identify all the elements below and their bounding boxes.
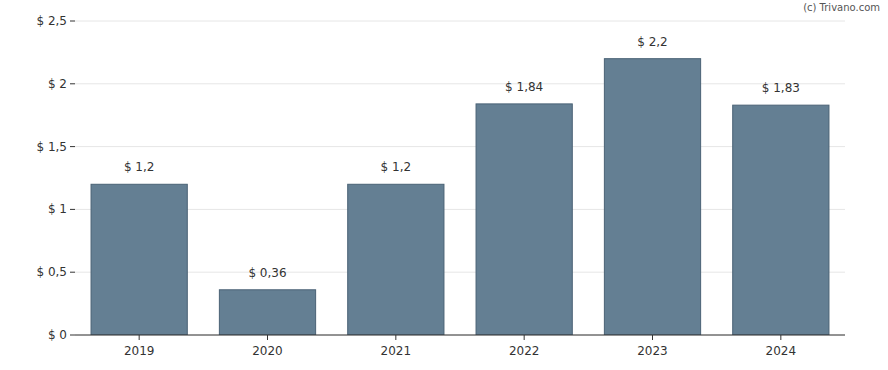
y-tick [70,272,75,273]
x-tick [524,335,525,340]
x-tick [780,335,781,340]
bar [219,290,315,335]
y-tick-label: $ 0,5 [36,265,67,279]
x-tick-label: 2021 [381,344,412,358]
y-tick-label: $ 1,5 [36,140,67,154]
y-axis [75,21,76,335]
grid-line [75,272,845,273]
y-tick-label: $ 0 [48,328,67,342]
x-tick-label: 2020 [252,344,283,358]
x-tick-label: 2022 [509,344,540,358]
grid-line [75,335,845,336]
bars [91,59,829,335]
y-tick-label: $ 2,5 [36,14,67,28]
data-label: $ 1,83 [762,81,800,95]
data-label: $ 1,2 [124,160,155,174]
x-tick [395,335,396,340]
grid-line [75,146,845,147]
x-tick-label: 2023 [637,344,668,358]
data-label: $ 0,36 [248,266,286,280]
bar [733,105,829,335]
grid-line [75,21,845,22]
bar [604,59,700,335]
y-tick [70,21,75,22]
grid-line [75,83,845,84]
bar [91,184,187,335]
bar [348,184,444,335]
y-tick [70,146,75,147]
chart-container: $ 0 $ 0,5 $ 1 $ 1,5 $ 2 $ 2,5 $ 1,2 $ 0,36 $ 1,2… [0,0,888,370]
grid-line [75,209,845,210]
x-tick-label: 2024 [766,344,797,358]
x-tick-label: 2019 [124,344,155,358]
y-tick [70,209,75,210]
data-label: $ 1,84 [505,80,543,94]
chart-svg: $ 0 $ 0,5 $ 1 $ 1,5 $ 2 $ 2,5 $ 1,2 $ 0,36 $ 1,2… [0,0,888,370]
data-label: $ 2,2 [637,35,668,49]
x-tick [652,335,653,340]
bar [476,104,572,335]
y-tick [70,83,75,84]
x-tick [267,335,268,340]
y-tick-label: $ 1 [48,202,67,216]
data-label: $ 1,2 [381,160,412,174]
watermark: (c) Trivano.com [803,2,880,13]
y-tick-label: $ 2 [48,77,67,91]
x-tick [139,335,140,340]
y-tick [70,335,75,336]
x-axis [75,335,845,336]
